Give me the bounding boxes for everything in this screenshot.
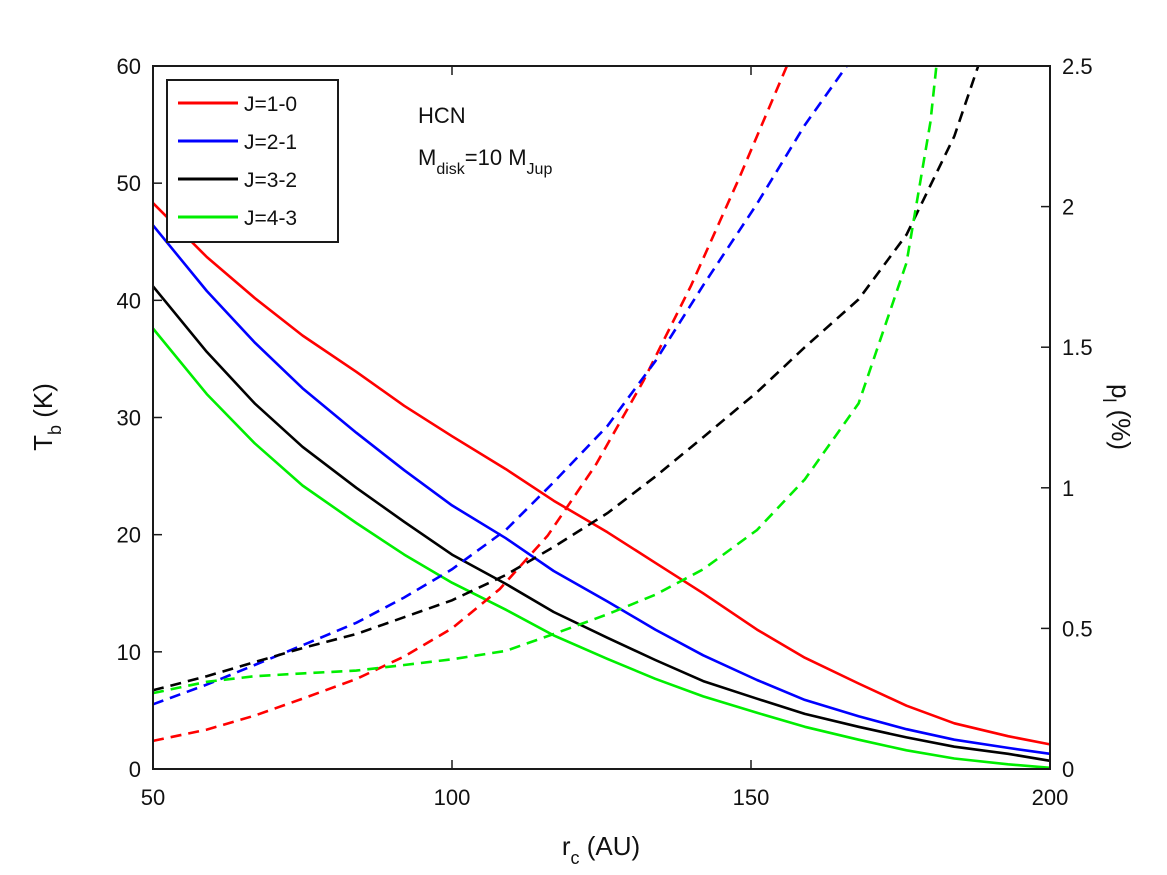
y-right-tick-label: 1.5 <box>1062 335 1093 360</box>
legend-label-j-3-2: J=3-2 <box>244 169 297 192</box>
tb-line-j-4-3 <box>151 327 1051 770</box>
tb-line-j-3-2 <box>151 285 1051 763</box>
y-right-axis-label: pl (%) <box>1099 384 1136 450</box>
y-left-tick-label: 50 <box>117 171 141 196</box>
y-left-tick-label: 60 <box>117 54 141 79</box>
y-left-axis-label: Tb (K) <box>28 383 65 451</box>
annotation-disk-mass: Mdisk=10 MJup <box>418 145 552 178</box>
x-tick-label: 50 <box>141 785 165 810</box>
pl-line-j-4-3 <box>152 65 938 695</box>
y-right-tick-label: 2.5 <box>1062 54 1093 79</box>
tb-line-j-1-0 <box>152 202 1051 746</box>
y-left-tick-label: 40 <box>117 288 141 313</box>
y-left-tick-label: 30 <box>117 406 141 431</box>
x-tick-label: 100 <box>434 785 471 810</box>
x-axis-label: rc (AU) <box>562 831 640 868</box>
tb-line-j-2-1 <box>151 224 1051 756</box>
legend-box <box>166 79 339 243</box>
y-left-tick-label: 20 <box>117 523 141 548</box>
y-right-tick-label: 1 <box>1062 476 1074 501</box>
pl-line-j-3-2 <box>152 65 980 692</box>
y-right-tick-label: 0.5 <box>1062 616 1093 641</box>
y-right-tick-label: 2 <box>1062 195 1074 220</box>
annotation-molecule: HCN <box>418 103 466 128</box>
y-right-tick-label: 0 <box>1062 757 1074 782</box>
x-tick-label: 150 <box>733 785 770 810</box>
pl-line-j-2-1 <box>152 65 848 706</box>
y-left-tick-label: 10 <box>117 640 141 665</box>
legend-label-j-1-0: J=1-0 <box>244 93 297 116</box>
pl-line-j-1-0 <box>152 65 789 743</box>
legend: J=1-0 J=2-1 J=3-2 J=4-3 <box>166 79 339 243</box>
legend-label-j-2-1: J=2-1 <box>244 131 297 154</box>
legend-label-j-4-3: J=4-3 <box>244 207 297 230</box>
x-tick-label: 200 <box>1032 785 1069 810</box>
y-left-tick-label: 0 <box>129 757 141 782</box>
